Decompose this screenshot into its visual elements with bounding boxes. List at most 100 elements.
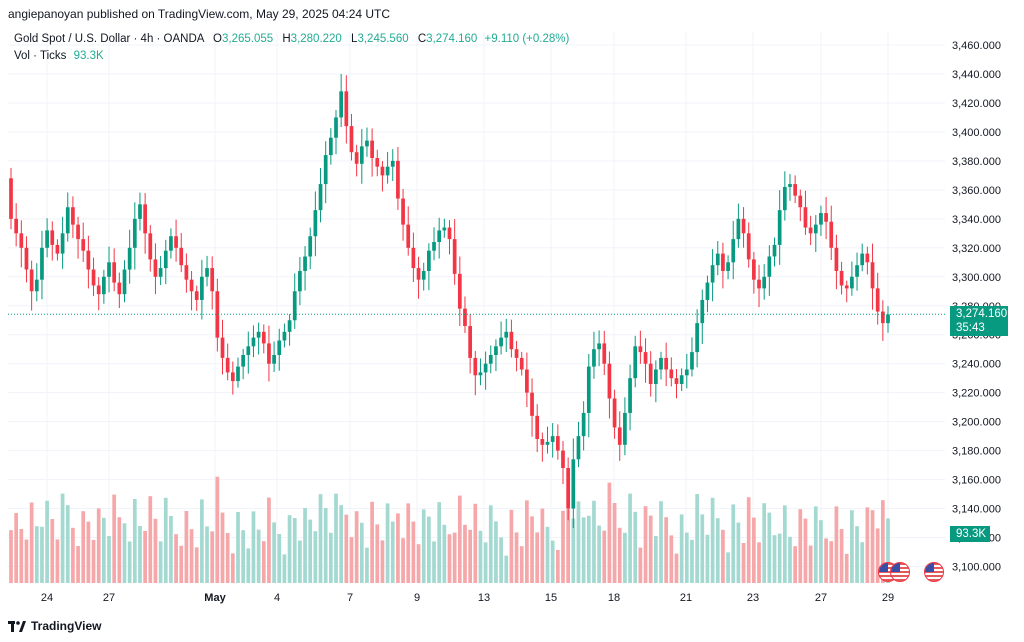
volume-bar bbox=[483, 542, 488, 583]
candle-body bbox=[138, 204, 142, 219]
candle-body bbox=[153, 259, 158, 277]
volume-bar bbox=[437, 502, 442, 583]
volume-bar bbox=[798, 509, 803, 583]
volume-bar bbox=[143, 531, 147, 583]
volume-bar bbox=[246, 548, 251, 583]
volume-bar bbox=[375, 524, 380, 583]
candle-body bbox=[215, 291, 220, 338]
volume-bar bbox=[148, 496, 153, 583]
candle-body bbox=[96, 285, 101, 295]
candle-body bbox=[793, 184, 797, 196]
volume-bar bbox=[292, 518, 297, 583]
volume-bar bbox=[323, 508, 328, 583]
candle-body bbox=[664, 357, 669, 370]
candle-body bbox=[623, 412, 627, 445]
candle-body bbox=[184, 265, 189, 280]
volume-label[interactable]: Vol · Ticks bbox=[14, 50, 67, 62]
candle-body bbox=[870, 262, 875, 289]
candle-body bbox=[220, 337, 225, 358]
volume-bar bbox=[669, 535, 674, 583]
volume-bar bbox=[741, 543, 746, 583]
candle-body bbox=[81, 239, 86, 251]
volume-bar bbox=[819, 520, 823, 583]
candle-body bbox=[684, 369, 689, 376]
volume-bar bbox=[736, 522, 741, 583]
volume-bar bbox=[782, 505, 787, 583]
candle-body bbox=[91, 269, 96, 286]
candle-body bbox=[117, 282, 122, 295]
price-tick-label: 3,220.000 bbox=[952, 388, 1001, 400]
volume-bar bbox=[855, 526, 859, 583]
time-tick-label: 13 bbox=[478, 592, 490, 604]
candle-body bbox=[442, 227, 447, 231]
volume-bar bbox=[225, 533, 230, 583]
candle-body bbox=[323, 155, 328, 185]
candle-body bbox=[674, 378, 679, 384]
volume-bar bbox=[452, 532, 457, 583]
candle-body bbox=[880, 311, 885, 324]
volume-bar bbox=[184, 511, 189, 583]
volume-bar bbox=[411, 521, 416, 583]
candle-body bbox=[107, 262, 111, 277]
footer-brand-label: TradingView bbox=[31, 619, 102, 633]
volume-bar bbox=[55, 539, 60, 583]
last-price-value: 3,274.160 bbox=[956, 308, 1008, 321]
us-flag-event-icon[interactable] bbox=[924, 562, 944, 582]
volume-bar bbox=[447, 534, 452, 583]
volume-bar bbox=[261, 541, 266, 583]
volume-bar bbox=[468, 529, 472, 583]
close-value: 3,274.160 bbox=[426, 33, 478, 45]
volume-bar bbox=[865, 507, 870, 583]
open-label: O bbox=[213, 33, 222, 45]
volume-bar bbox=[602, 530, 607, 583]
volume-bar bbox=[659, 501, 663, 583]
candle-body bbox=[767, 256, 772, 277]
volume-bar bbox=[463, 524, 467, 583]
candle-body bbox=[169, 236, 173, 251]
candle-body bbox=[298, 270, 302, 292]
candle-body bbox=[483, 363, 488, 373]
volume-bar bbox=[850, 510, 854, 583]
symbol-title[interactable]: Gold Spot / U.S. Dollar · 4h · OANDA bbox=[14, 33, 204, 45]
candle-body bbox=[230, 372, 235, 382]
candle-body bbox=[875, 288, 880, 312]
volume-bar bbox=[886, 518, 890, 583]
candle-body bbox=[50, 230, 55, 245]
candle-body bbox=[65, 207, 70, 234]
volume-bar bbox=[298, 540, 302, 583]
us-flag-event-icon[interactable] bbox=[890, 562, 910, 582]
candle-body bbox=[597, 343, 601, 350]
candle-body bbox=[267, 343, 271, 364]
volume-bar bbox=[478, 530, 483, 583]
close-label: C bbox=[417, 33, 427, 45]
volume-bar bbox=[793, 546, 797, 583]
candle-body bbox=[210, 268, 215, 292]
candle-body bbox=[385, 166, 390, 176]
candle-body bbox=[705, 282, 710, 300]
candle-body bbox=[189, 279, 194, 292]
volume-bars bbox=[9, 476, 890, 583]
candle-body bbox=[447, 227, 452, 240]
candle-body bbox=[530, 392, 534, 416]
candle-body bbox=[318, 184, 323, 211]
candle-body bbox=[700, 299, 705, 324]
volume-bar bbox=[540, 508, 545, 583]
candle-body bbox=[359, 146, 364, 164]
volume-bar bbox=[174, 534, 178, 583]
volume-bar bbox=[406, 503, 411, 583]
candle-body bbox=[782, 186, 787, 211]
footer-brand[interactable]: TradingView bbox=[8, 619, 101, 633]
candle-body bbox=[643, 352, 648, 364]
candle-body bbox=[194, 291, 199, 300]
candle-body bbox=[122, 269, 127, 295]
candle-body bbox=[225, 357, 230, 373]
low-label: L bbox=[351, 33, 358, 45]
candle-body bbox=[45, 230, 49, 248]
volume-bar bbox=[731, 504, 736, 583]
volume-bar bbox=[519, 546, 524, 583]
volume-bar bbox=[91, 539, 96, 583]
candle-body bbox=[746, 233, 751, 260]
candle-body bbox=[860, 253, 865, 266]
volume-bar bbox=[664, 517, 669, 583]
